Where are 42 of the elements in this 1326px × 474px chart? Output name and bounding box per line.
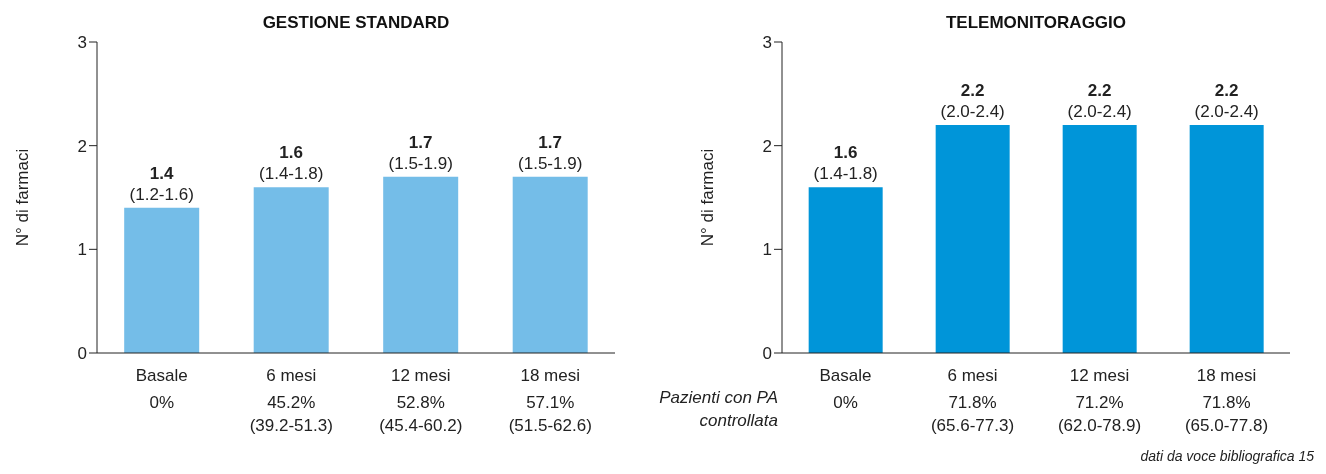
chart-title: GESTIONE STANDARD	[261, 13, 451, 33]
data-label: 1.6 (1.4-1.8)	[813, 143, 878, 184]
bar	[253, 187, 329, 353]
y-tick-label: 2	[77, 136, 87, 156]
x-tick-label: 6 mesi	[947, 366, 998, 385]
y-tick-label: 0	[762, 344, 772, 364]
text: 71.8% (65.6-77.3)	[930, 393, 1015, 435]
text: dati da voce bibliografica 15	[1140, 448, 1314, 464]
x-tick-label: 6 mesi	[266, 366, 317, 385]
y-tick-label: 1	[77, 240, 87, 260]
data-label: 2.2 (2.0-2.4)	[1067, 80, 1132, 121]
bar	[124, 207, 200, 353]
data-label: 1.4 (1.2-1.6)	[129, 163, 194, 204]
text: 0%	[833, 393, 858, 412]
data-label: 2.2 (2.0-2.4)	[1194, 80, 1259, 121]
y-tick-label: 3	[762, 33, 772, 53]
y-tick-label: 3	[77, 33, 87, 53]
text: 45.2% (39.2-51.3)	[249, 393, 333, 435]
text: Pazienti con PA controllata	[658, 387, 778, 432]
text: 57.1% (51.5-62.6)	[508, 393, 592, 435]
text: 71.8% (65.0-77.8)	[1184, 393, 1269, 435]
chart-title: TELEMONITORAGGIO	[944, 13, 1128, 33]
text: 71.2% (62.0-78.9)	[1057, 393, 1142, 435]
x-tick-label: 12 mesi	[390, 366, 451, 385]
data-label: 1.7 (1.5-1.9)	[518, 132, 583, 173]
x-tick-label: 18 mesi	[1196, 366, 1257, 385]
x-tick-label: 12 mesi	[1069, 366, 1130, 385]
y-tick-label: 0	[77, 344, 87, 364]
text: 52.8% (45.4-60.2)	[379, 393, 463, 435]
y-tick-label: 2	[762, 136, 772, 156]
data-label: 1.6 (1.4-1.8)	[259, 143, 324, 184]
y-axis-title: N° di farmaci	[698, 148, 718, 247]
x-tick-label: Basale	[819, 366, 872, 385]
x-tick-label: Basale	[135, 366, 188, 385]
bar	[512, 176, 588, 353]
x-tick-label: 18 mesi	[520, 366, 581, 385]
y-axis-title: N° di farmaci	[13, 148, 33, 247]
y-tick-label: 1	[762, 240, 772, 260]
bar	[383, 176, 459, 353]
data-label: 2.2 (2.0-2.4)	[940, 80, 1005, 121]
text: 0%	[149, 393, 175, 412]
data-label: 1.7 (1.5-1.9)	[388, 132, 453, 173]
